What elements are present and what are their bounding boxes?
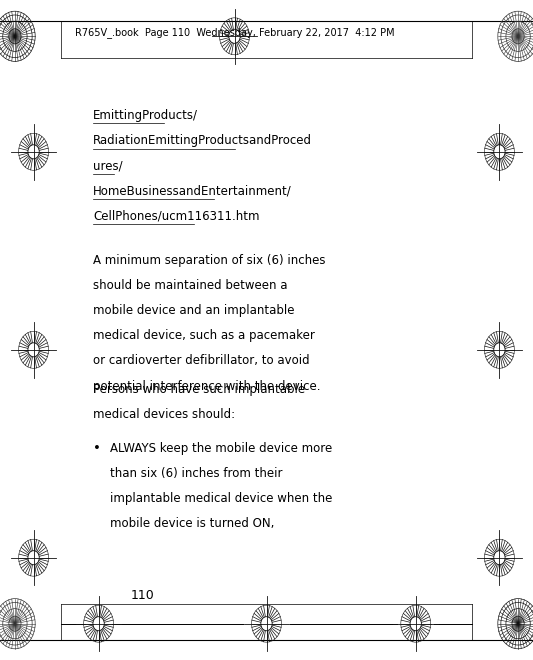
Text: medical devices should:: medical devices should: (93, 408, 236, 421)
Text: CellPhones/ucm116311.htm: CellPhones/ucm116311.htm (93, 209, 260, 222)
Text: mobile device and an implantable: mobile device and an implantable (93, 304, 295, 317)
Text: R765V_.book  Page 110  Wednesday, February 22, 2017  4:12 PM: R765V_.book Page 110 Wednesday, February… (75, 28, 394, 38)
Text: or cardioverter defibrillator, to avoid: or cardioverter defibrillator, to avoid (93, 354, 310, 368)
Text: ures/: ures/ (93, 159, 123, 172)
Text: than six (6) inches from their: than six (6) inches from their (110, 467, 283, 480)
Text: •: • (93, 442, 101, 455)
Text: 110: 110 (131, 589, 155, 602)
Text: ALWAYS keep the mobile device more: ALWAYS keep the mobile device more (110, 442, 333, 455)
Text: RadiationEmittingProductsandProced: RadiationEmittingProductsandProced (93, 134, 312, 147)
Text: should be maintained between a: should be maintained between a (93, 279, 288, 292)
Text: EmittingProducts/: EmittingProducts/ (93, 109, 198, 122)
Text: Persons who have such implantable: Persons who have such implantable (93, 383, 305, 396)
Text: potential interference with the device.: potential interference with the device. (93, 379, 321, 393)
Text: HomeBusinessandEntertainment/: HomeBusinessandEntertainment/ (93, 184, 292, 197)
Text: implantable medical device when the: implantable medical device when the (110, 492, 333, 506)
Text: mobile device is turned ON,: mobile device is turned ON, (110, 517, 274, 531)
Text: A minimum separation of six (6) inches: A minimum separation of six (6) inches (93, 254, 326, 267)
Text: medical device, such as a pacemaker: medical device, such as a pacemaker (93, 329, 315, 343)
